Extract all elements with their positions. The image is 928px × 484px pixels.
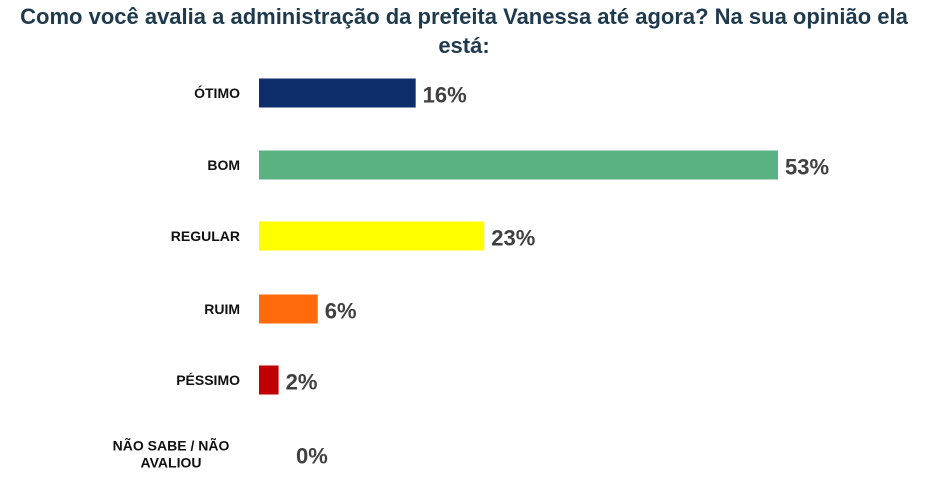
value-label: 6% [325, 299, 357, 324]
category-label: AVALIOU [141, 455, 202, 471]
chart-title: Como você avalia a administração da pref… [20, 4, 908, 58]
bar-4 [259, 365, 279, 395]
bars-layer [259, 78, 778, 395]
bar-1 [259, 150, 778, 180]
category-label: BOM [207, 157, 240, 173]
bar-3 [259, 294, 318, 324]
category-label: RUIM [204, 301, 240, 317]
bar-2 [259, 221, 485, 251]
value-label: 0% [296, 444, 328, 469]
category-label: REGULAR [171, 228, 240, 244]
category-label: ÓTIMO [194, 84, 240, 101]
category-label: PÉSSIMO [176, 372, 240, 388]
value-label: 16% [423, 83, 467, 108]
value-labels: 16% 53% 23% 6% 2% 0% [286, 83, 829, 469]
category-labels: ÓTIMO BOM REGULAR RUIM PÉSSIMO NÃO SABE / NÃO… [113, 84, 240, 471]
value-label: 2% [286, 370, 318, 395]
value-label: 53% [785, 155, 829, 180]
bar-0 [259, 78, 416, 108]
value-label: 23% [491, 226, 535, 251]
category-label: NÃO SABE / NÃO [113, 437, 230, 454]
